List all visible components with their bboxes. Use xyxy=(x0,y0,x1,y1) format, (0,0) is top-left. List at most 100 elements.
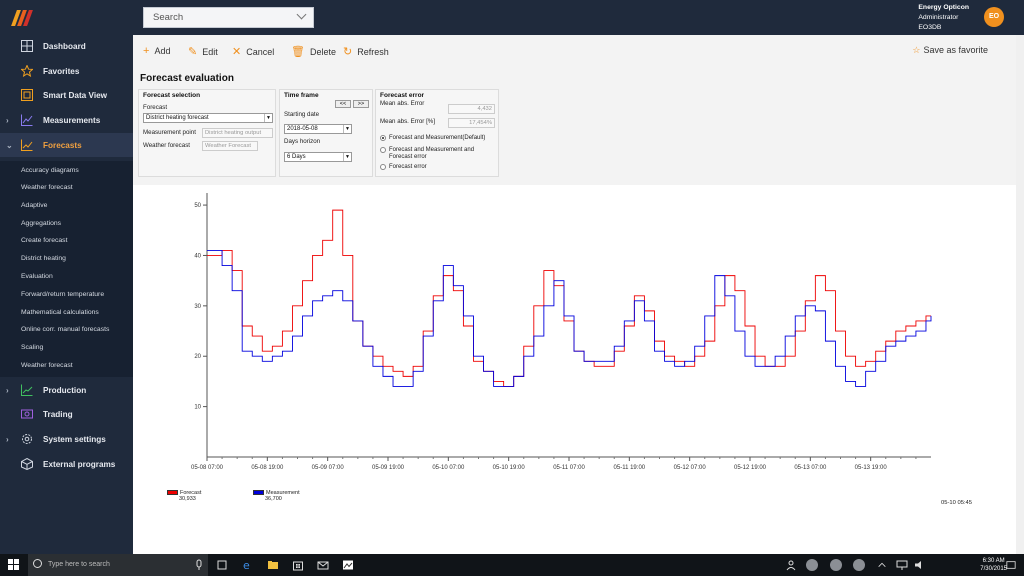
task-view-icon[interactable] xyxy=(216,559,228,571)
add-button[interactable]: + Add xyxy=(143,45,171,57)
star-icon: ☆ xyxy=(912,45,921,55)
windows-start-icon[interactable] xyxy=(8,559,20,571)
panel-title: Forecast selection xyxy=(143,92,201,99)
radio-forecast-measurement[interactable]: Forecast and Measurement(Default) xyxy=(380,135,485,142)
x-tick-label: 05-11 19:00 xyxy=(614,465,646,471)
radio-dot[interactable] xyxy=(380,135,386,141)
legend-value: 30,933 xyxy=(179,496,196,502)
avatar[interactable]: EO xyxy=(984,7,1004,27)
measurement-field[interactable]: District heating output xyxy=(202,128,273,138)
dashboard-icon xyxy=(21,40,33,52)
maep-value: 17,454% xyxy=(448,118,495,128)
sidebar-item-forecasts[interactable]: ⌄ Forecasts xyxy=(0,133,133,157)
sidebar-item-dashboard[interactable]: Dashboard xyxy=(0,34,133,58)
submenu-item[interactable]: Evaluation xyxy=(21,273,53,280)
toolbar: + Add ✎ Edit ✕ Cancel 🗑 Delete ↻ Refresh ☆ Sav… xyxy=(133,35,1016,67)
app-logo[interactable] xyxy=(11,10,36,26)
delete-button[interactable]: 🗑 Delete xyxy=(291,46,336,58)
starting-date-picker[interactable]: 2018-05-08 ▼ xyxy=(284,124,352,134)
forecast-chart[interactable]: 10 20 30 40 50 05-08 07:00 05-08 19:00 05-09 07… xyxy=(133,185,1016,485)
edit-button[interactable]: ✎ Edit xyxy=(188,46,218,58)
submenu-item[interactable]: Aggregations xyxy=(21,220,62,227)
taskbar-clock[interactable]: 6:30 AM 7/30/2015 xyxy=(980,557,1007,573)
sidebar-item-system-settings[interactable]: › System settings xyxy=(6,434,106,444)
weather-field[interactable]: Weather Forecast xyxy=(202,141,258,151)
measurement-series-line xyxy=(207,249,932,387)
next-period-button[interactable]: >> xyxy=(353,100,369,108)
submenu-item[interactable]: Accuracy diagrams xyxy=(21,167,79,174)
page-scrollbar[interactable] xyxy=(1016,35,1024,554)
radio-dot[interactable] xyxy=(380,147,386,153)
x-tick-label: 05-10 07:00 xyxy=(432,465,465,471)
sidebar-item-label: Forecasts xyxy=(43,140,82,150)
chevron-down-icon: ▼ xyxy=(343,153,351,161)
legend-name: Forecast xyxy=(180,490,202,496)
legend-swatch xyxy=(253,490,264,495)
panel-title: Forecast error xyxy=(380,92,425,99)
submenu-item[interactable]: Weather forecast xyxy=(21,362,73,369)
volume-icon[interactable] xyxy=(914,559,926,571)
search-value: Search xyxy=(153,12,184,23)
microphone-icon[interactable] xyxy=(193,559,205,571)
people-icon[interactable] xyxy=(785,559,797,571)
sidebar-item-label: External programs xyxy=(43,459,116,469)
sidebar-item-external-programs[interactable]: External programs xyxy=(0,452,133,476)
forecast-select[interactable]: District heating forecast ▼ xyxy=(143,113,273,123)
sidebar-item-trading[interactable]: Trading xyxy=(0,402,133,426)
edge-icon[interactable]: e xyxy=(242,559,254,571)
x-tick-label: 05-12 07:00 xyxy=(674,465,707,471)
radio-forecast-error[interactable]: Forecast error xyxy=(380,164,427,171)
photos-icon[interactable] xyxy=(342,559,354,571)
panel-title: Time frame xyxy=(284,92,319,99)
file-explorer-icon[interactable] xyxy=(267,559,279,571)
submenu-item[interactable]: Online corr. manual forecasts xyxy=(21,326,110,333)
user-role: Administrator xyxy=(918,14,959,21)
submenu-item[interactable]: Create forecast xyxy=(21,237,68,244)
submenu-item[interactable]: Weather forecast xyxy=(21,184,73,191)
refresh-button[interactable]: ↻ Refresh xyxy=(343,46,389,58)
clock-date: 7/30/2015 xyxy=(980,566,1007,572)
radio-dot[interactable] xyxy=(380,164,386,170)
submenu-item[interactable]: Scaling xyxy=(21,344,44,351)
x-tick-label: 05-13 07:00 xyxy=(794,465,827,471)
taskbar-search[interactable]: Type here to search xyxy=(28,554,208,576)
store-icon[interactable] xyxy=(292,559,304,571)
radio-forecast-measurement-error[interactable]: Forecast and Measurement and Forecast er… xyxy=(380,147,495,161)
sidebar-item-favorites[interactable]: Favorites xyxy=(0,59,133,83)
submenu-item[interactable]: District heating xyxy=(21,255,66,262)
days-horizon-select[interactable]: 6 Days ▼ xyxy=(284,152,352,162)
x-tick-label: 05-09 07:00 xyxy=(312,465,345,471)
sidebar-item-measurements[interactable]: › Measurements xyxy=(6,114,101,126)
refresh-icon: ↻ xyxy=(343,46,353,58)
prev-period-button[interactable]: << xyxy=(335,100,351,108)
tray-app-icon[interactable] xyxy=(853,559,865,571)
submenu-item[interactable]: Adaptive xyxy=(21,202,48,209)
y-tick-label: 40 xyxy=(194,253,201,259)
save-favorite-button[interactable]: ☆ Save as favorite xyxy=(912,45,988,55)
legend-forecast: Forecast 30,933 xyxy=(167,490,201,502)
tray-app-icon[interactable] xyxy=(806,559,818,571)
sidebar-item-smart-data-view[interactable]: Smart Data View xyxy=(0,83,133,107)
network-icon[interactable] xyxy=(896,559,908,571)
chevron-down-icon xyxy=(296,9,307,20)
search-icon xyxy=(33,559,42,568)
x-tick-label: 05-08 07:00 xyxy=(191,465,224,471)
sidebar-item-label: Favorites xyxy=(43,66,80,76)
y-tick-label: 50 xyxy=(194,203,201,209)
chart-area[interactable]: 10 20 30 40 50 05-08 07:00 05-08 19:00 05-09 07… xyxy=(133,185,1016,554)
sidebar-item-production[interactable]: › Production xyxy=(6,384,87,396)
submenu-item[interactable]: Mathematical calculations xyxy=(21,309,99,316)
search-dropdown[interactable]: Search xyxy=(143,7,314,28)
submenu-item[interactable]: Forward/return temperature xyxy=(21,291,105,298)
y-tick-label: 20 xyxy=(194,354,201,360)
notifications-icon[interactable] xyxy=(1006,559,1016,571)
sidebar-item-label: Production xyxy=(43,385,87,395)
chevron-up-icon[interactable] xyxy=(877,559,887,571)
cancel-button[interactable]: ✕ Cancel xyxy=(232,46,275,58)
plus-icon: + xyxy=(143,45,150,57)
mail-icon[interactable] xyxy=(317,559,329,571)
tray-app-icon[interactable] xyxy=(830,559,842,571)
sidebar-item-label: Measurements xyxy=(43,115,101,125)
x-tick-label: 05-12 19:00 xyxy=(734,465,767,471)
user-info[interactable]: Energy Opticon Administrator EO3DB xyxy=(918,3,969,33)
